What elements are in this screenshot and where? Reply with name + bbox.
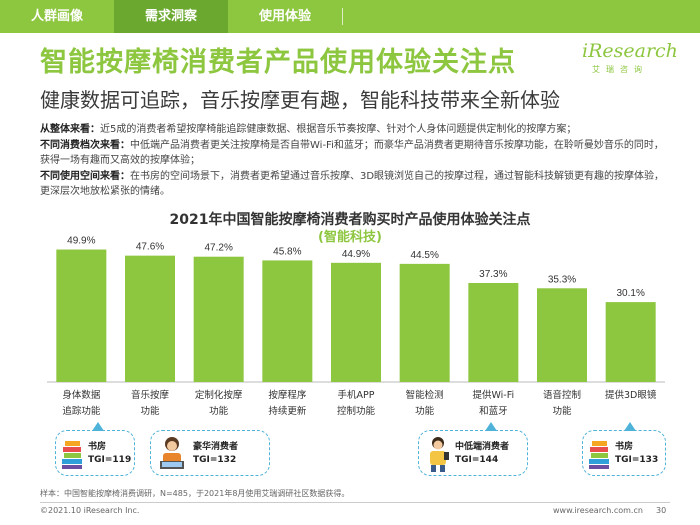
bar bbox=[331, 262, 381, 382]
bullet-consumption-level: 不同消费档次来看：中低端产品消费者更关注按摩椅是否自带Wi-Fi和蓝牙；而豪华产… bbox=[40, 138, 670, 168]
page-subtitle: 健康数据可追踪，音乐按摩更有趣，智能科技带来全新体验 bbox=[40, 88, 560, 112]
bullet-text: 近5成的消费者希望按摩椅能追踪健康数据、根据音乐节奏按摩、针对个人身体问题提供定… bbox=[100, 124, 577, 135]
bar bbox=[468, 282, 519, 382]
x-tick-label: 身体数据 bbox=[62, 389, 101, 401]
callout-pointer bbox=[92, 422, 104, 431]
bar bbox=[262, 260, 313, 382]
x-tick-label: 功能 bbox=[552, 405, 572, 417]
callout-label: 中低端消费者 bbox=[455, 442, 510, 452]
bullet-lead: 从整体来看： bbox=[40, 124, 100, 135]
callout-luxury-music: 豪华消费者 TGI=132 bbox=[150, 430, 270, 476]
callout-label: 豪华消费者 bbox=[193, 442, 239, 452]
bullet-text: 中低端产品消费者更关注按摩椅是否自带Wi-Fi和蓝牙；而豪华产品消费者更期待音乐… bbox=[40, 140, 664, 166]
x-tick-label: 音乐按摩 bbox=[131, 389, 170, 401]
x-tick-label: 持续更新 bbox=[268, 405, 307, 417]
data-label: 44.9% bbox=[342, 249, 370, 260]
top-tab-bar: 人群画像 需求洞察 使用体验 bbox=[0, 0, 700, 33]
books-icon bbox=[62, 441, 82, 469]
data-label: 44.5% bbox=[410, 250, 438, 261]
bullet-overall: 从整体来看：近5成的消费者希望按摩椅能追踪健康数据、根据音乐节奏按摩、针对个人身… bbox=[40, 122, 670, 137]
bar bbox=[605, 302, 656, 382]
x-tick-label: 提供3D眼镜 bbox=[605, 389, 657, 401]
callout-tgi: TGI=133 bbox=[615, 455, 659, 465]
callout-pointer bbox=[624, 422, 636, 431]
callout-study-music: 书房 TGI=119 bbox=[55, 430, 135, 476]
x-tick-label: 功能 bbox=[415, 405, 435, 417]
bar bbox=[537, 288, 587, 382]
callout-midlow-wifi: 中低端消费者 TGI=144 bbox=[418, 430, 528, 476]
x-tick-label: 语音控制 bbox=[543, 389, 581, 401]
copyright: ©2021.10 iResearch Inc. bbox=[40, 506, 140, 515]
data-label: 37.3% bbox=[479, 269, 507, 280]
x-tick-label: 智能检测 bbox=[406, 389, 444, 401]
bullet-lead: 不同消费档次来看： bbox=[40, 140, 130, 151]
iresearch-logo: iResearch 艾瑞咨询 bbox=[582, 40, 678, 78]
data-label: 30.1% bbox=[616, 288, 644, 299]
x-tick-label: 手机APP bbox=[338, 389, 375, 401]
bar bbox=[125, 255, 175, 382]
x-tick-label: 功能 bbox=[140, 405, 160, 417]
callout-label: 书房 bbox=[615, 442, 634, 452]
bar bbox=[56, 249, 107, 382]
x-tick-label: 按摩程序 bbox=[268, 389, 307, 401]
x-tick-label: 控制功能 bbox=[337, 405, 376, 417]
x-tick-label: 提供Wi-Fi bbox=[472, 389, 514, 401]
chart-subtitle: (智能科技) bbox=[318, 230, 382, 245]
tab-user-profile[interactable]: 人群画像 bbox=[30, 9, 83, 24]
callout-label: 书房 bbox=[88, 442, 107, 452]
bar bbox=[399, 263, 450, 382]
books-icon bbox=[589, 441, 609, 469]
chart-title: 2021年中国智能按摩椅消费者购买时产品使用体验关注点 bbox=[169, 212, 531, 228]
data-label: 35.3% bbox=[548, 274, 576, 285]
footnote: 样本：中国智能按摩椅消费调研，N=485，于2021年8月使用艾瑞调研社区数据获… bbox=[40, 489, 350, 498]
page-title: 智能按摩椅消费者产品使用体验关注点 bbox=[40, 47, 516, 78]
tab-demand-insight[interactable]: 需求洞察 bbox=[114, 0, 228, 33]
callout-tgi: TGI=132 bbox=[193, 455, 237, 465]
callout-study-3d: 书房 TGI=133 bbox=[582, 430, 666, 476]
callout-tgi: TGI=119 bbox=[88, 455, 132, 465]
logo-wordmark: iResearch bbox=[582, 40, 678, 62]
callout-pointer bbox=[485, 422, 497, 431]
footer-divider bbox=[40, 502, 670, 503]
summary-bullets: 从整体来看：近5成的消费者希望按摩椅能追踪健康数据、根据音乐节奏按摩、针对个人身… bbox=[40, 122, 670, 200]
website-link[interactable]: www.iresearch.com.cn bbox=[553, 506, 643, 515]
x-tick-label: 追踪功能 bbox=[62, 405, 101, 417]
data-label: 45.8% bbox=[273, 246, 301, 257]
logo-subtext: 艾瑞咨询 bbox=[592, 65, 648, 74]
callout-tgi: TGI=144 bbox=[455, 455, 499, 465]
page-number: 30 bbox=[656, 506, 667, 515]
bullet-usage-space: 不同使用空间来看：在书房的空间场景下，消费者更希望通过音乐按摩、3D眼镜浏览自己… bbox=[40, 169, 670, 199]
tab-divider bbox=[342, 8, 343, 25]
x-tick-label: 功能 bbox=[209, 405, 229, 417]
bullet-text: 在书房的空间场景下，消费者更希望通过音乐按摩、3D眼镜浏览自己的按摩过程，通过智… bbox=[40, 171, 665, 197]
bar bbox=[193, 256, 244, 382]
bullet-lead: 不同使用空间来看： bbox=[40, 171, 130, 182]
tab-usage-experience[interactable]: 使用体验 bbox=[258, 9, 311, 24]
person-phone-icon bbox=[430, 437, 449, 472]
person-laptop-icon bbox=[160, 437, 184, 469]
x-tick-label: 定制化按摩 bbox=[195, 389, 243, 401]
x-tick-label: 和蓝牙 bbox=[479, 405, 508, 417]
